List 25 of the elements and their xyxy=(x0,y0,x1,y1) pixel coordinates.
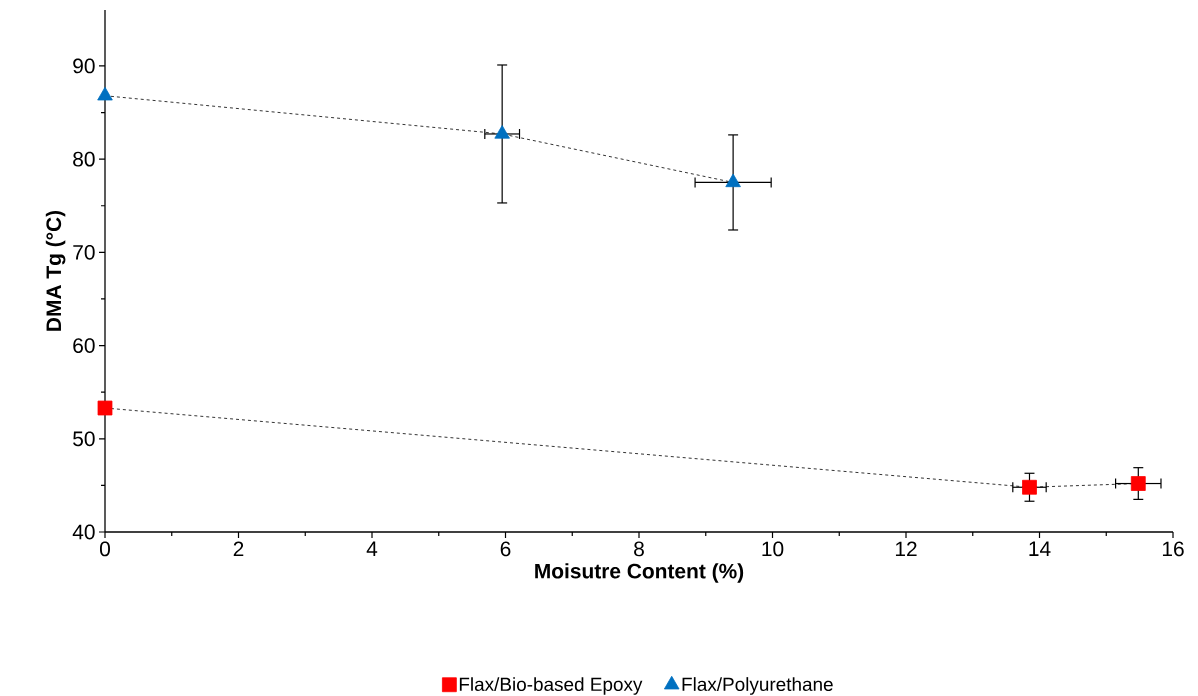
point xyxy=(1022,479,1037,495)
x-tick-label: 8 xyxy=(634,541,644,557)
y-axis-title: DMA Tg (°C) xyxy=(45,210,66,331)
y-tick-label: 50 xyxy=(73,431,95,447)
y-tick-label: 60 xyxy=(73,338,95,353)
x-tick-label: 16 xyxy=(1162,541,1184,557)
y-tick-label: 80 xyxy=(73,151,95,167)
point xyxy=(725,173,741,188)
y-tick-label: 40 xyxy=(72,524,95,540)
x-tick-label: 4 xyxy=(366,541,378,556)
legend-label: Flax/Polyurethane xyxy=(682,677,833,695)
legend-label: Flax/Bio-based Epoxy xyxy=(459,677,643,695)
y-tick-label: 90 xyxy=(73,58,95,74)
x-tick-label: 6 xyxy=(500,541,511,557)
point xyxy=(494,125,510,139)
x-tick-label: 0 xyxy=(100,541,110,557)
point xyxy=(1130,476,1146,491)
point xyxy=(97,400,113,416)
point xyxy=(97,86,113,101)
x-tick-label: 12 xyxy=(895,541,917,557)
y-tick-label: 70 xyxy=(73,244,95,260)
x-tick-label: 10 xyxy=(762,541,784,557)
x-tick-label: 2 xyxy=(233,541,244,557)
x-tick-label: 14 xyxy=(1029,541,1051,556)
x-axis-title: Moisutre Content (%) xyxy=(535,563,744,583)
